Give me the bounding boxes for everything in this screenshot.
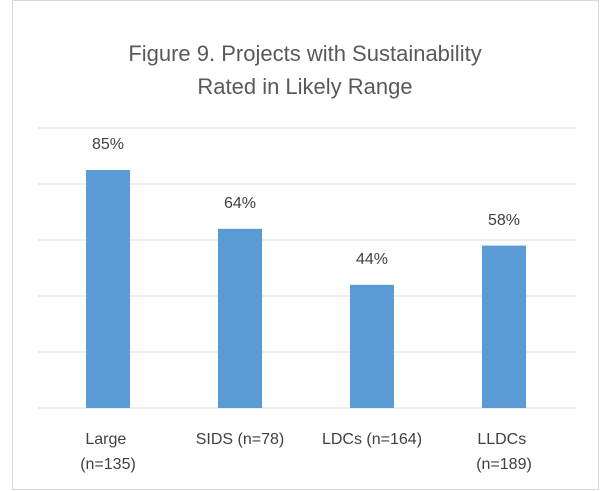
value-label: 44%	[356, 251, 388, 268]
bar	[86, 170, 130, 408]
value-label: 64%	[224, 195, 256, 212]
value-label: 58%	[488, 212, 520, 229]
bar	[482, 245, 526, 408]
x-tick-label: Large (n=135)	[80, 431, 136, 473]
x-tick-label: LLDCs (n=189)	[476, 431, 532, 473]
chart-title: Rated in Likely Range	[197, 74, 412, 99]
x-tick-label: LDCs (n=164)	[322, 431, 422, 448]
bar	[218, 228, 262, 408]
bar	[350, 284, 394, 408]
x-tick-label: SIDS (n=78)	[196, 431, 284, 448]
chart-title: Figure 9. Projects with Sustainability	[128, 41, 481, 66]
value-label: 85%	[92, 136, 124, 153]
